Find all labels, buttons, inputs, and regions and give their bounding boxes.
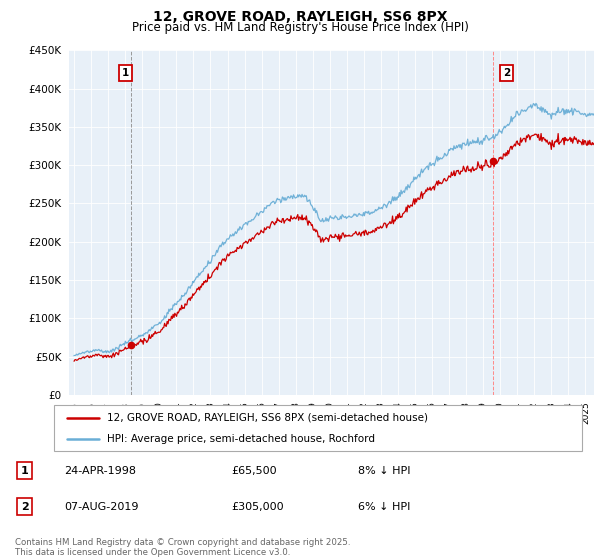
Text: Contains HM Land Registry data © Crown copyright and database right 2025.
This d: Contains HM Land Registry data © Crown c…	[15, 538, 350, 557]
Text: Price paid vs. HM Land Registry's House Price Index (HPI): Price paid vs. HM Land Registry's House …	[131, 21, 469, 34]
Text: 12, GROVE ROAD, RAYLEIGH, SS6 8PX (semi-detached house): 12, GROVE ROAD, RAYLEIGH, SS6 8PX (semi-…	[107, 413, 428, 423]
Text: 24-APR-1998: 24-APR-1998	[64, 465, 136, 475]
Text: £305,000: £305,000	[231, 502, 284, 512]
FancyBboxPatch shape	[54, 405, 582, 451]
Text: 2: 2	[503, 68, 511, 78]
Text: 1: 1	[122, 68, 129, 78]
Text: HPI: Average price, semi-detached house, Rochford: HPI: Average price, semi-detached house,…	[107, 435, 375, 444]
Text: 6% ↓ HPI: 6% ↓ HPI	[358, 502, 410, 512]
Text: 1: 1	[21, 465, 29, 475]
Text: 07-AUG-2019: 07-AUG-2019	[64, 502, 139, 512]
Text: 2: 2	[21, 502, 29, 512]
Text: 12, GROVE ROAD, RAYLEIGH, SS6 8PX: 12, GROVE ROAD, RAYLEIGH, SS6 8PX	[153, 10, 447, 24]
Text: £65,500: £65,500	[231, 465, 277, 475]
Text: 8% ↓ HPI: 8% ↓ HPI	[358, 465, 410, 475]
